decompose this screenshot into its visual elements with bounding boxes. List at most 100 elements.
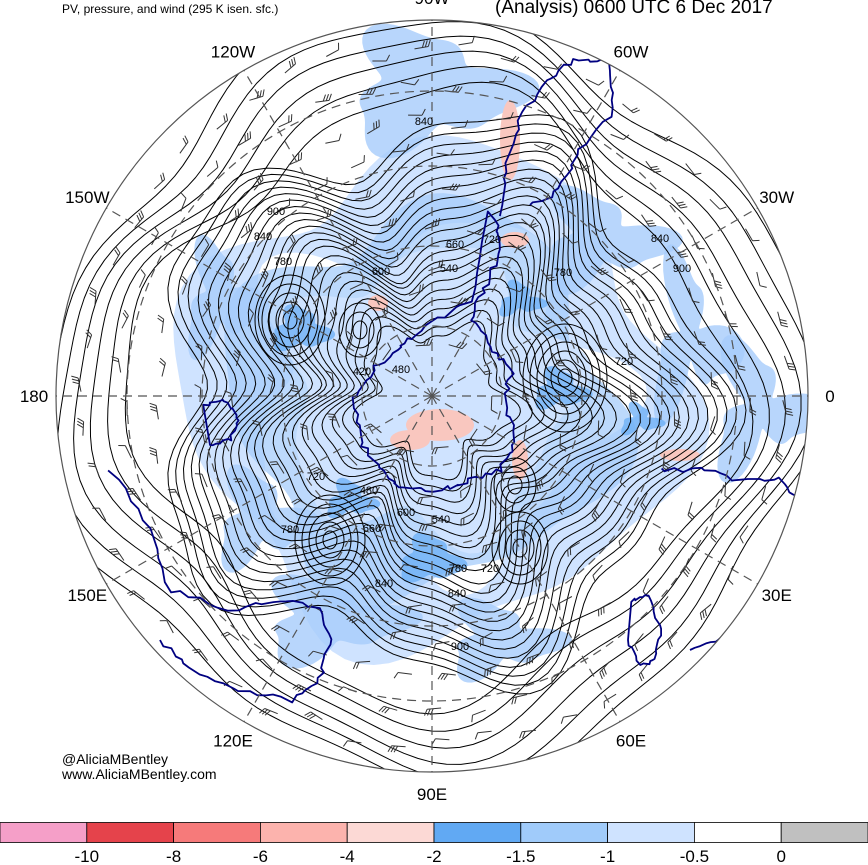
wind-barb — [588, 222, 607, 233]
graticule — [56, 20, 808, 772]
closed-low-contour — [282, 310, 298, 330]
wind-barb — [392, 143, 410, 153]
wind-barb — [343, 491, 363, 499]
wind-barb — [387, 745, 406, 753]
wind-barb — [151, 226, 159, 246]
wind-barb — [359, 550, 378, 559]
wind-barb — [551, 352, 566, 367]
wind-barb — [437, 672, 456, 681]
wind-barb — [192, 648, 209, 661]
wind-barb — [326, 42, 340, 57]
wind-barb — [85, 329, 93, 349]
wind-barb — [260, 268, 269, 288]
wind-barb — [599, 661, 610, 680]
wind-barb — [523, 425, 530, 444]
longitude-label: 150W — [65, 188, 109, 207]
wind-barb — [471, 709, 486, 723]
colorbar-tick-label: -2 — [426, 847, 441, 865]
wind-barb — [194, 427, 206, 444]
longitude-label: 0 — [825, 387, 834, 406]
wind-barb — [451, 120, 469, 129]
wind-barb — [385, 252, 399, 268]
closed-low-contour — [522, 323, 608, 433]
wind-barb — [355, 189, 372, 200]
contour-label: 780 — [449, 563, 467, 575]
wind-barb — [739, 525, 749, 544]
wind-barb — [597, 420, 605, 439]
wind-barb — [619, 299, 633, 313]
wind-barb — [295, 338, 302, 358]
wind-barb — [350, 155, 365, 169]
wind-barb — [610, 133, 630, 140]
wind-barb — [685, 163, 702, 175]
south-america-coastline — [499, 57, 614, 217]
wind-barb — [240, 547, 259, 557]
wind-barb — [488, 581, 505, 593]
contour-label: 840 — [651, 233, 669, 245]
wind-barb — [640, 492, 648, 512]
wind-barb — [587, 463, 595, 483]
wind-barb — [458, 35, 475, 46]
contour-label: 480 — [392, 364, 410, 376]
wind-barb — [286, 295, 298, 313]
wind-barb — [349, 276, 364, 290]
wind-barb — [782, 400, 794, 416]
wind-barb — [325, 370, 335, 388]
wind-barb — [745, 228, 760, 242]
colorbar-tick-label: -8 — [166, 847, 181, 865]
wind-barb — [372, 54, 391, 62]
wind-barb — [634, 427, 642, 447]
wind-barb — [252, 420, 263, 437]
wind-barb — [500, 55, 520, 63]
closed-low-contour — [500, 466, 530, 504]
longitude-label: 120E — [213, 732, 253, 751]
contour-label: 720 — [483, 234, 501, 246]
colorbar-boxes — [0, 822, 868, 843]
longitude-label: 180 — [20, 387, 48, 406]
closed-low-contour — [512, 538, 528, 558]
closed-low-contour — [536, 341, 594, 415]
wind-barb — [167, 488, 183, 502]
closed-low-contour — [550, 359, 580, 397]
wind-barb — [557, 392, 569, 409]
pressure-contour — [198, 150, 709, 659]
wind-barb — [153, 172, 166, 190]
latitude-circle — [361, 325, 503, 467]
wind-barb — [290, 384, 301, 400]
wind-barb — [619, 468, 626, 488]
wind-barb — [380, 217, 397, 229]
closed-low-contour — [529, 332, 601, 424]
wind-barb — [378, 705, 398, 714]
pressure-contour — [214, 168, 690, 641]
wind-barb — [367, 119, 380, 135]
wind-barb — [358, 87, 377, 95]
wind-barb — [149, 447, 159, 464]
wind-barb — [557, 496, 565, 515]
wind-barb — [249, 89, 265, 101]
wind-barb — [325, 133, 342, 144]
wind-barb — [180, 192, 187, 212]
wind-barb — [693, 331, 706, 346]
wind-barb — [433, 641, 450, 651]
contour-label: 540 — [432, 514, 450, 526]
wind-barb — [478, 157, 496, 166]
wind-barb — [379, 469, 398, 479]
pv-patch — [188, 234, 269, 361]
wind-barb — [517, 176, 537, 184]
wind-barb — [118, 445, 132, 459]
wind-barb — [408, 283, 424, 296]
new-zealand-coastline — [202, 398, 240, 447]
contour-label: 480 — [360, 485, 378, 497]
wind-barb — [534, 143, 553, 151]
closed-low-contour — [322, 530, 338, 550]
closed-low-contour — [543, 350, 587, 406]
wind-barb — [775, 444, 783, 463]
wind-barb — [399, 564, 418, 571]
pv-patch — [221, 464, 322, 573]
wind-barb — [223, 262, 231, 282]
wind-barb — [179, 135, 189, 154]
closed-low-contour — [498, 520, 542, 576]
pv-negative-patch — [500, 100, 520, 180]
wind-barb — [125, 488, 142, 501]
meridian-line — [431, 395, 758, 585]
